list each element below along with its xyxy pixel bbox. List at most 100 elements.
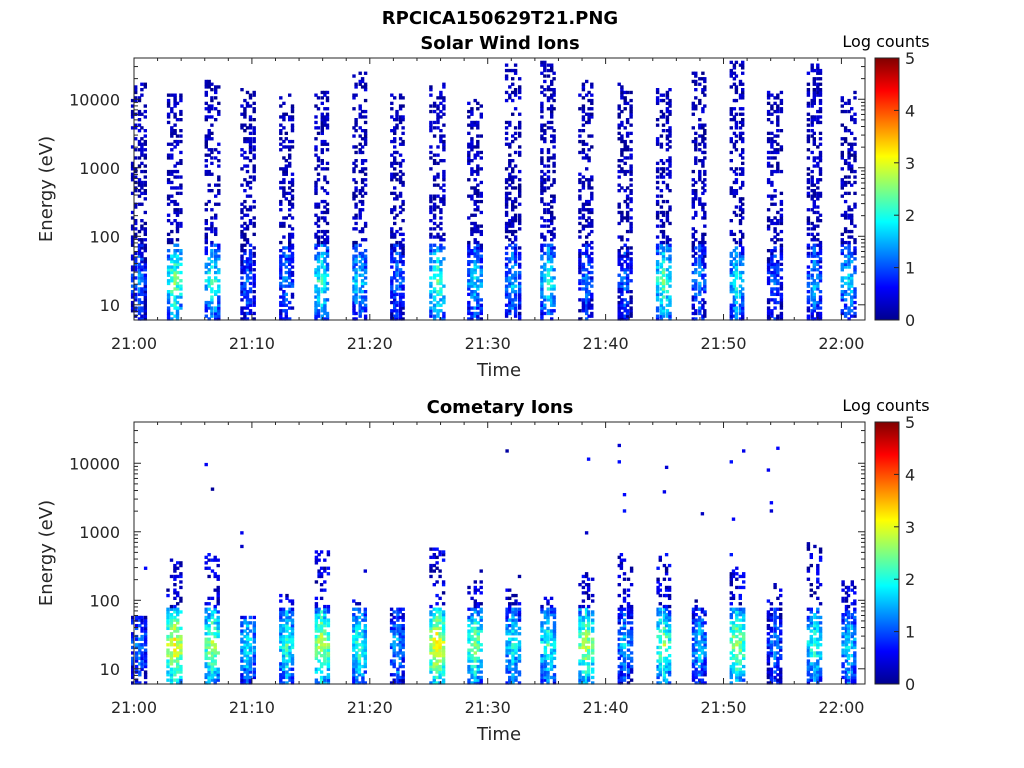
spectrogram-cell [818,270,823,275]
spectrogram-cell [207,279,211,283]
spectrogram-cell [818,249,823,253]
spectrogram-cell [661,279,666,283]
spectrogram-cell [316,295,321,299]
spectrogram-cell [550,279,554,283]
spectrogram-cell [552,71,556,75]
spectrogram-cell [401,131,405,136]
spectrogram-cell [352,615,356,620]
spectrogram-cell [282,139,286,144]
spectrogram-cell [429,243,433,247]
spectrogram-cell [389,673,394,677]
spectrogram-cell [587,292,591,297]
spectrogram-cell [173,678,177,682]
spectrogram-cell [143,673,148,677]
spectrogram-cell [314,610,319,614]
spectrogram-cell [393,208,397,212]
spectrogram-cell [432,243,437,247]
x-tick-label: 21:20 [347,334,393,353]
spectrogram-cell [850,300,854,305]
spectrogram-cell [281,643,286,647]
spectrogram-cell [314,284,318,288]
spectrogram-cell [617,309,621,313]
spectrogram-cell [703,156,707,160]
spectrogram-cell [319,654,324,658]
spectrogram-cell [207,681,211,685]
spectrogram-cell [818,109,823,114]
spectrogram-cell [816,85,820,89]
spectrogram-cell [770,107,774,111]
spectrogram-cell [703,290,707,294]
spectrogram-cell [473,254,477,258]
spectrogram-cell [360,281,365,286]
spectrogram-cell [320,159,324,163]
spectrogram-cell [766,249,771,253]
spectrogram-cell [140,314,144,318]
spectrogram-cell [363,670,367,674]
spectrogram-cell [552,295,556,299]
spectrogram-cell [169,675,174,680]
spectrogram-cell [325,238,330,242]
spectrogram-cell [363,88,368,92]
spectrogram-cell [143,662,148,666]
spectrogram-cell [243,150,247,155]
spectrogram-cell [175,169,180,174]
spectrogram-cell [354,129,358,133]
spectrogram-cell [288,656,292,661]
spectrogram-cell [508,303,512,307]
spectrogram-cell [540,216,544,220]
spectrogram-cell [738,306,743,310]
spectrogram-cell [698,292,702,297]
spectrogram-cell [317,667,321,671]
spectrogram-cell [470,292,474,297]
spectrogram-cell [476,139,480,144]
spectrogram-cell [665,115,670,119]
spectrogram-cell [363,139,368,144]
spectrogram-cell [511,112,515,116]
spectrogram-cell [207,662,211,666]
spectrogram-cell [360,161,365,166]
spectrogram-cell [173,210,177,215]
spectrogram-cell [252,634,256,639]
spectrogram-cell [843,109,848,114]
spectrogram-cell [661,281,666,286]
spectrogram-cell [166,634,170,639]
spectrogram-cell [473,284,477,288]
spectrogram-cell [326,572,331,576]
spectrogram-cell [511,287,515,291]
spectrogram-cell [216,626,220,631]
spectrogram-cell [703,142,707,146]
spectrogram-cell [694,262,698,267]
spectrogram-cell [179,161,183,166]
spectrogram-cell [179,651,183,655]
spectrogram-cell [581,148,586,152]
spectrogram-cell [467,284,471,288]
spectrogram-cell [741,257,745,261]
spectrogram-cell [518,169,522,174]
spectrogram-cell [694,317,698,321]
spectrogram-cell [581,129,586,133]
spectrogram-cell [853,191,857,196]
spectrogram-cell [137,317,142,321]
spectrogram-cell [729,229,733,234]
spectrogram-cell [546,281,551,286]
spectrogram-cell [511,221,515,226]
spectrogram-cell [504,311,509,316]
spectrogram-cell [130,178,135,182]
spectrogram-cell [590,85,594,89]
spectrogram-cell [734,148,739,152]
spectrogram-cell [578,279,582,283]
spectrogram-cell [467,123,471,127]
spectrogram-cell [741,197,745,201]
spectrogram-cell [812,317,816,321]
spectrogram-cell [179,262,183,267]
spectrogram-cell [314,243,318,247]
spectrogram-cell [734,88,739,92]
spectrogram-cell [850,145,854,149]
spectrogram-cell [810,303,814,307]
spectrogram-cell [703,137,707,141]
spectrogram-cell [317,659,321,663]
spectrogram-cell [217,300,221,305]
spectrogram-cell [738,317,743,321]
spectrogram-cell [214,194,218,198]
spectrogram-cell [134,96,138,100]
